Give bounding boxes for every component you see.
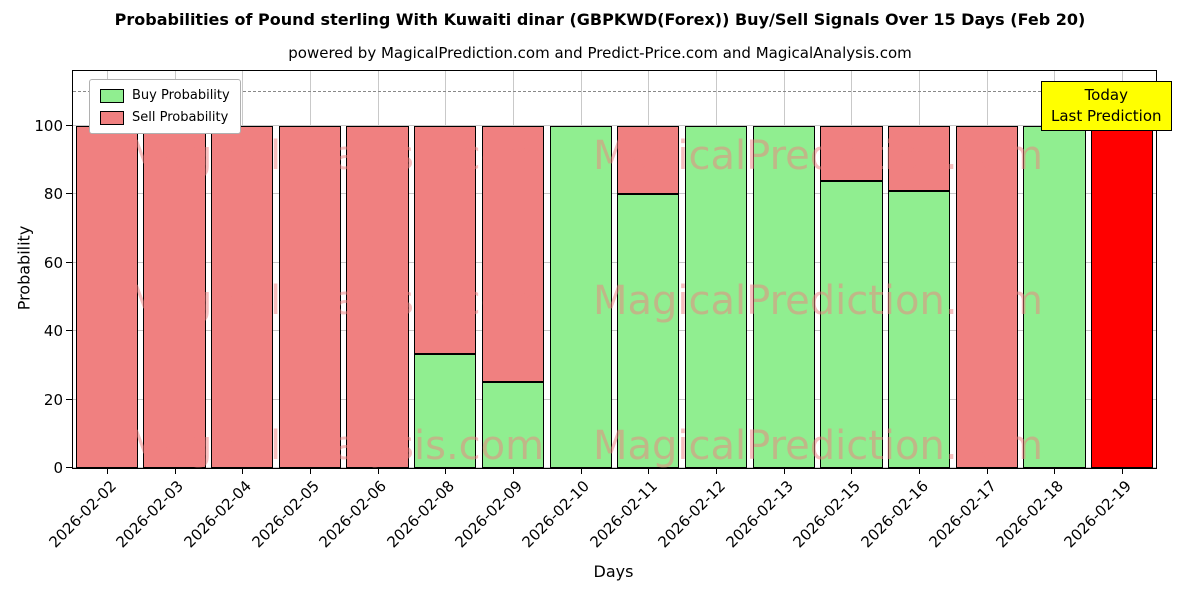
bar-buy-segment xyxy=(1023,125,1086,468)
chart-subtitle: powered by MagicalPrediction.com and Pre… xyxy=(288,44,912,62)
x-tick-label: 2026-02-11 xyxy=(586,477,662,552)
bar-buy-segment xyxy=(549,125,612,468)
x-tick-label: 2026-02-02 xyxy=(45,477,120,552)
y-tick-label: 20 xyxy=(43,390,63,409)
x-tick-label: 2026-02-06 xyxy=(315,477,391,552)
y-tick xyxy=(66,193,73,195)
x-tick xyxy=(1122,468,1124,474)
gridline-y-60 xyxy=(73,261,1156,263)
x-tick-label: 2026-02-17 xyxy=(925,477,1000,552)
today-annotation-box: Today Last Prediction xyxy=(1041,81,1172,131)
x-tick xyxy=(512,468,514,474)
y-tick xyxy=(66,398,73,400)
bar-sell-segment xyxy=(414,125,477,354)
legend: Buy Probability Sell Probability xyxy=(89,79,241,134)
x-tick xyxy=(242,468,244,474)
bar-sell-segment xyxy=(887,125,951,191)
gridline-y-100 xyxy=(73,124,1156,126)
bar-sell-segment xyxy=(820,125,883,181)
bar-buy-segment xyxy=(887,190,951,468)
bar-sell-segment xyxy=(617,125,680,195)
legend-item: Buy Probability xyxy=(100,88,230,103)
bar-sell-segment xyxy=(955,125,1018,468)
x-tick xyxy=(445,468,447,474)
x-tick-label: 2026-02-13 xyxy=(722,477,797,552)
bar-sell-segment xyxy=(346,125,409,468)
x-tick xyxy=(174,468,176,474)
y-tick-label: 0 xyxy=(53,459,63,477)
bar-buy-segment xyxy=(684,125,748,468)
y-tick-label: 40 xyxy=(43,322,63,341)
x-tick-label: 2026-02-10 xyxy=(519,477,594,552)
x-tick-label: 2026-02-09 xyxy=(451,477,526,552)
x-tick xyxy=(309,468,311,474)
x-tick-label: 2026-02-15 xyxy=(789,477,865,552)
x-tick xyxy=(1054,468,1056,474)
x-tick-label: 2026-02-03 xyxy=(112,477,188,552)
x-tick-label: 2026-02-05 xyxy=(248,477,323,552)
bar-buy-segment xyxy=(481,382,545,468)
dashed-reference-line xyxy=(73,90,1156,92)
legend-label: Buy Probability xyxy=(132,88,230,103)
y-tick xyxy=(66,261,73,263)
y-tick xyxy=(66,124,73,126)
x-tick xyxy=(919,468,921,474)
y-tick-label: 80 xyxy=(43,185,63,204)
plot-area: Buy Probability Sell Probability Today La… xyxy=(34,70,1172,551)
x-tick xyxy=(580,468,582,474)
x-tick-label: 2026-02-12 xyxy=(654,477,729,552)
gridline-y-80 xyxy=(73,193,1156,195)
legend-label: Sell Probability xyxy=(132,110,229,125)
bar-buy-segment xyxy=(752,125,815,468)
today-annotation-line2: Last Prediction xyxy=(1051,107,1162,125)
x-tick xyxy=(716,468,718,474)
x-tick-label: 2026-02-18 xyxy=(992,477,1068,552)
bar-sell-segment xyxy=(211,125,274,468)
y-tick-label: 100 xyxy=(34,116,63,135)
y-tick-label: 60 xyxy=(43,253,63,272)
gridline-y-20 xyxy=(73,398,1156,400)
x-tick-label: 2026-02-16 xyxy=(857,477,932,552)
x-tick xyxy=(648,468,650,474)
legend-swatch xyxy=(100,88,124,103)
x-tick xyxy=(851,468,853,474)
x-axis-label: Days xyxy=(593,562,634,581)
x-tick xyxy=(783,468,785,474)
x-tick xyxy=(986,468,988,474)
bar-sell-segment xyxy=(278,125,342,468)
x-tick-label: 2026-02-04 xyxy=(180,477,255,552)
x-tick-label: 2026-02-19 xyxy=(1060,477,1135,552)
bar-sell-segment xyxy=(75,125,138,468)
bar-sell-segment xyxy=(143,125,206,468)
x-tick xyxy=(377,468,379,474)
bar-today-prediction xyxy=(1091,125,1154,468)
y-tick xyxy=(66,330,73,332)
chart-title: Probabilities of Pound sterling With Kuw… xyxy=(114,10,1086,29)
bar-buy-segment xyxy=(414,353,477,468)
y-tick xyxy=(66,467,73,468)
legend-item: Sell Probability xyxy=(100,110,230,125)
x-tick xyxy=(106,468,108,474)
today-annotation-line1: Today xyxy=(1084,86,1128,104)
bar-buy-segment xyxy=(617,194,680,468)
bar-buy-segment xyxy=(820,180,883,468)
legend-swatch xyxy=(100,110,124,125)
gridline-y-0 xyxy=(73,467,1156,468)
bar-sell-segment xyxy=(481,125,545,383)
gridline-y-40 xyxy=(73,330,1156,332)
x-tick-label: 2026-02-08 xyxy=(383,477,459,552)
